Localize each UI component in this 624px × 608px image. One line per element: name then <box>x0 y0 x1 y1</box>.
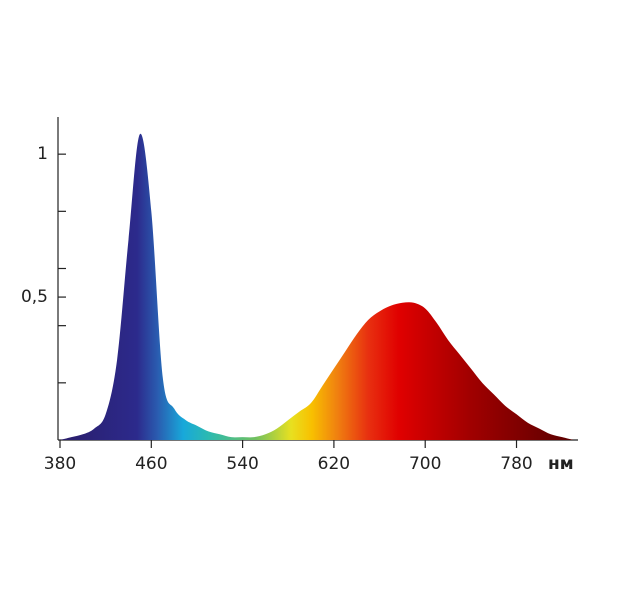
x-tick-label: 620 <box>318 454 350 474</box>
y-tick-label: 0,5 <box>21 287 48 307</box>
x-axis-label: нм <box>548 454 574 474</box>
x-tick-label: 780 <box>500 454 532 474</box>
x-tick-label: 460 <box>135 454 167 474</box>
x-tick-label: 380 <box>44 454 76 474</box>
y-tick-label: 1 <box>37 144 48 164</box>
x-tick-label: 540 <box>226 454 258 474</box>
x-tick-label: 700 <box>409 454 441 474</box>
spectrum-area <box>60 133 574 440</box>
